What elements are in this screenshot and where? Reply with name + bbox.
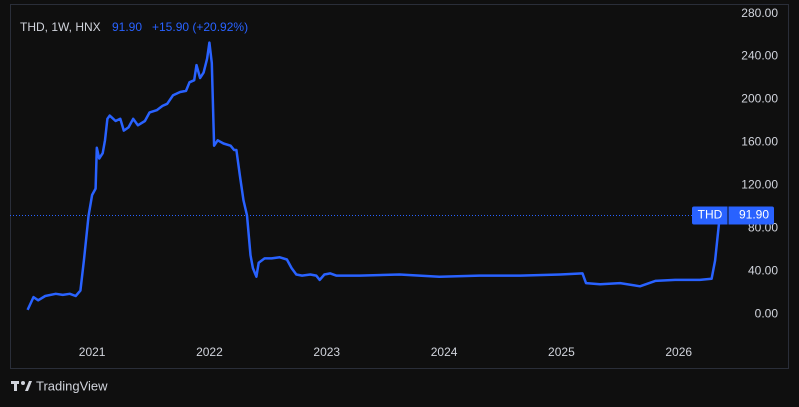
price-line <box>26 41 722 311</box>
x-tick-label: 2023 <box>313 345 340 359</box>
y-tick-label: 160.00 <box>741 135 778 149</box>
y-tick-label: 40.00 <box>748 263 778 277</box>
x-tick-label: 2021 <box>79 345 106 359</box>
y-tick-label: 280.00 <box>741 6 778 20</box>
last-tag-bg <box>692 206 774 225</box>
pane-border <box>10 4 789 369</box>
logo <box>11 381 32 391</box>
x-tick-label: 2022 <box>196 345 223 359</box>
y-tick-label: 120.00 <box>741 178 778 192</box>
series-tag: THD <box>698 208 723 222</box>
y-tick-label: 0.00 <box>755 306 779 320</box>
x-tick-label: 2024 <box>431 345 458 359</box>
x-tick-label: 2025 <box>548 345 575 359</box>
y-tick-label: 240.00 <box>741 49 778 63</box>
header-change: +15.90 (+20.92%) <box>152 20 248 34</box>
y-tick-label: 200.00 <box>741 92 778 106</box>
chart-title: THD, 1W, HNX <box>20 20 101 34</box>
last-price-tag: 91.90 <box>739 208 769 222</box>
header-last: 91.90 <box>112 20 142 34</box>
x-tick-label: 2026 <box>665 345 692 359</box>
brand: TradingView <box>36 378 108 393</box>
